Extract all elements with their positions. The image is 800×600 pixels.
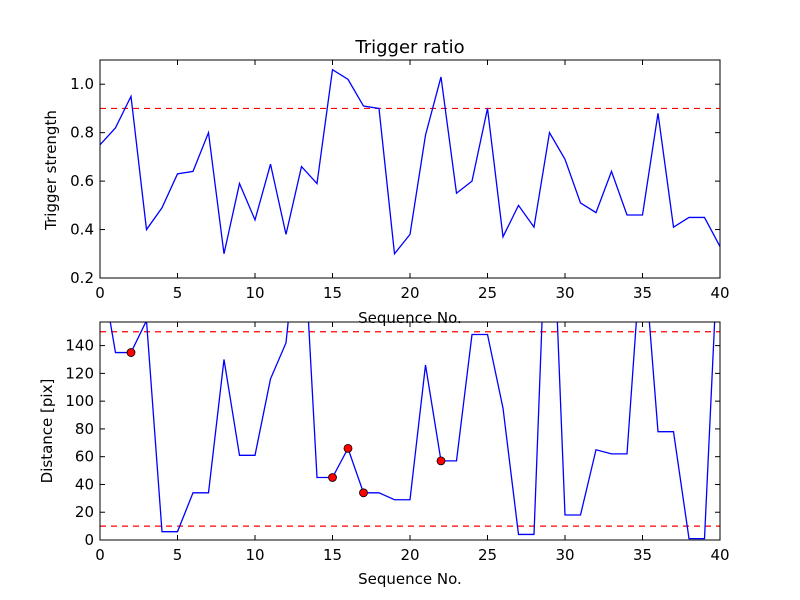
bottom-chart-y-tick-label: 60 (75, 448, 94, 466)
bottom-chart-y-tick-label: 20 (75, 503, 94, 521)
bottom-chart-x-axis-label: Sequence No. (358, 570, 462, 588)
bottom-chart-x-tick-label: 15 (323, 546, 342, 564)
top-chart-y-tick-label: 0.6 (70, 172, 94, 190)
bottom-chart-y-tick-label: 140 (65, 337, 94, 355)
top-chart-x-tick-label: 35 (633, 284, 652, 302)
top-chart-y-tick-label: 0.2 (70, 269, 94, 287)
top-chart-x-tick-label: 25 (478, 284, 497, 302)
bottom-chart-y-axis-label: Distance [pix] (38, 379, 56, 484)
bottom-chart-y-tick-label: 0 (84, 531, 94, 549)
top-chart-x-tick-label: 20 (400, 284, 419, 302)
bottom-chart-axes: 0 5 10 15 20 25 30 35 40 0 20 40 60 80 100 120 140 (65, 321, 730, 564)
bottom-chart-plot-area (100, 322, 720, 540)
top-chart-x-tick-label: 40 (710, 284, 729, 302)
bottom-chart-x-tick-label: 10 (245, 546, 264, 564)
bottom-chart-y-tick-label: 80 (75, 420, 94, 438)
top-chart-y-axis-label: Trigger strength (42, 110, 60, 231)
bottom-chart-marker-point (328, 473, 337, 482)
bottom-chart-y-tick-label: 120 (65, 364, 94, 382)
top-chart-x-tick-label: 5 (173, 284, 183, 302)
top-chart-x-tick-label: 0 (95, 284, 105, 302)
top-chart-plot-area (100, 68, 720, 256)
bottom-chart-marker-point (436, 456, 446, 466)
bottom-chart-y-tick-label: 40 (75, 475, 94, 493)
bottom-chart: 0 5 10 15 20 25 30 35 40 0 20 40 60 80 100 120 140 Seque… (38, 321, 730, 588)
top-chart-y-tick-label: 0.4 (70, 221, 94, 239)
top-chart-x-tick-label: 10 (245, 284, 264, 302)
bottom-chart-series-line-0 (109, 322, 716, 540)
bottom-chart-x-tick-label: 5 (173, 546, 183, 564)
bottom-chart-x-tick-label: 20 (400, 546, 419, 564)
bottom-chart-marker-point (343, 443, 353, 453)
bottom-chart-marker-point (126, 348, 136, 357)
bottom-chart-y-tick-label: 100 (65, 392, 94, 410)
top-chart-x-tick-label: 30 (555, 284, 574, 302)
bottom-chart-marker-point (359, 488, 368, 498)
top-chart-title: Trigger ratio (354, 37, 464, 58)
top-chart-x-tick-label: 15 (323, 284, 342, 302)
bottom-chart-x-tick-label: 25 (478, 546, 497, 564)
top-chart-y-tick-label: 1.0 (70, 75, 94, 93)
top-chart: Trigger ratio 0 5 10 15 20 25 30 35 400.20.40.60… (42, 37, 730, 327)
bottom-chart-x-tick-label: 35 (633, 546, 652, 564)
bottom-chart-x-tick-label: 40 (710, 546, 729, 564)
bottom-chart-x-tick-label: 0 (95, 546, 105, 564)
top-chart-series-line-0 (100, 68, 720, 256)
top-chart-y-tick-label: 0.8 (70, 124, 94, 142)
bottom-chart-x-tick-label: 30 (555, 546, 574, 564)
top-chart-axes: 0 5 10 15 20 25 30 35 40 0.2 0.4 0.6 0.8 1.0 (70, 59, 730, 302)
